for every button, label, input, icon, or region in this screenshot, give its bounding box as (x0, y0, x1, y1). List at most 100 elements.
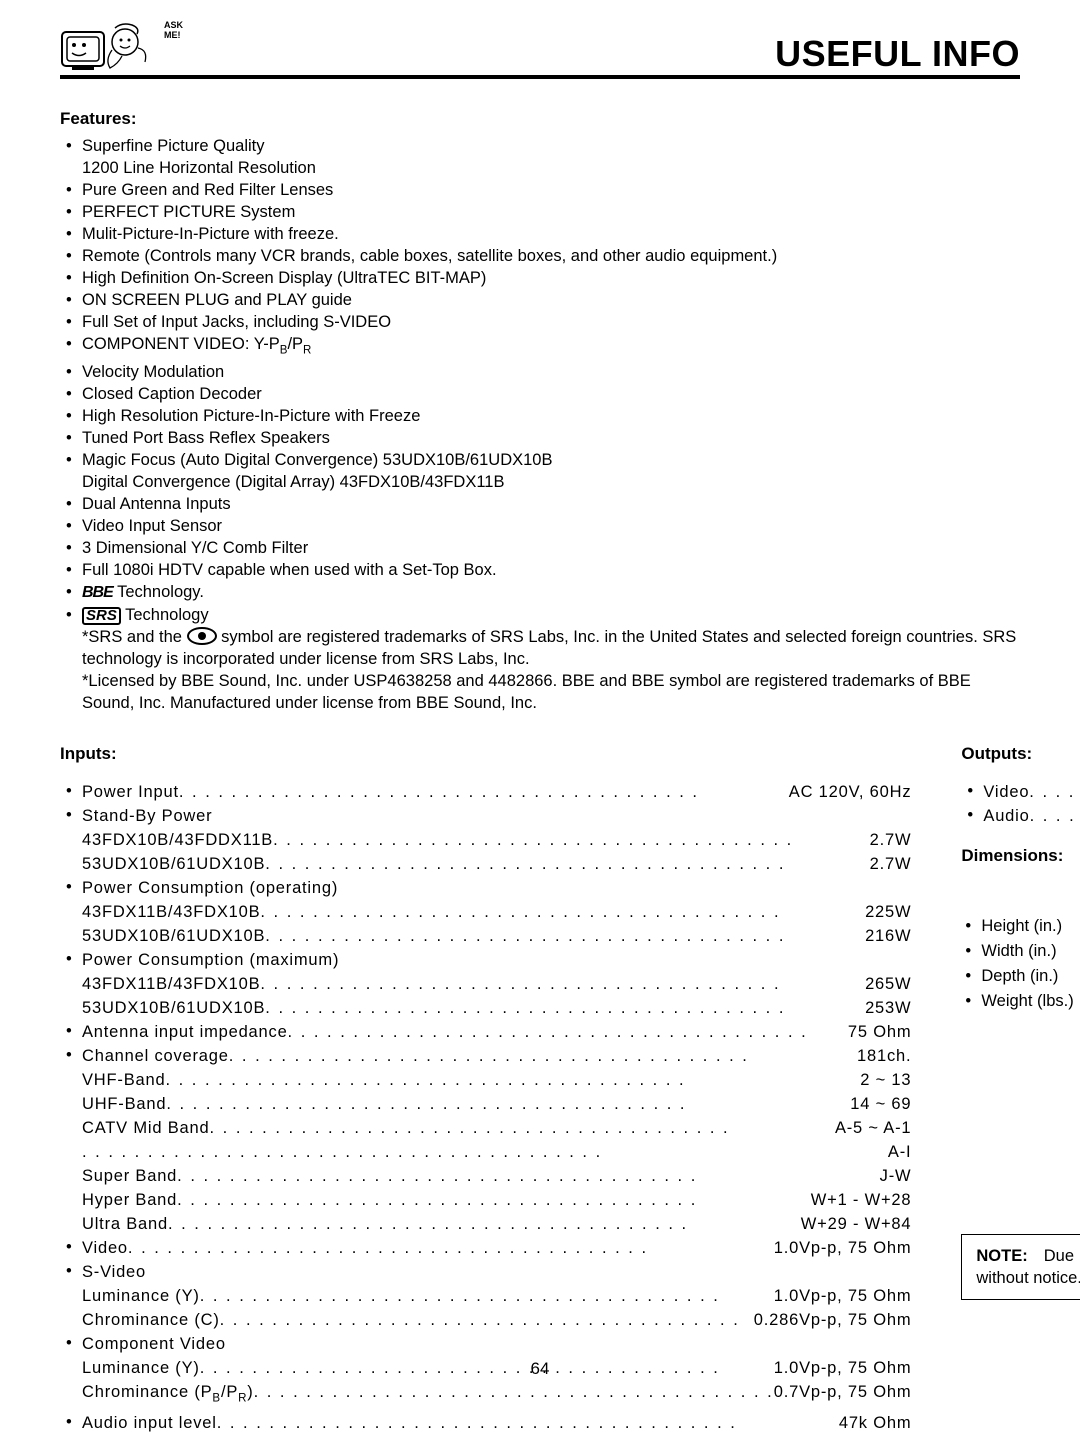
feature-item: COMPONENT VIDEO: Y-PB/PR (60, 333, 1020, 361)
input-subitem: 43FDX10B/43FDDX11B2.7W (60, 828, 911, 852)
input-subitem: 53UDX10B/61UDX10B 2.7W (60, 852, 911, 876)
input-subitem: 53UDX10B/61UDX10B253W (60, 996, 911, 1020)
feature-item: Video Input Sensor (60, 515, 1020, 537)
spec-label: Power Consumption (operating) (82, 876, 911, 900)
spec-value: J-W (880, 1164, 912, 1188)
spec-dots (265, 852, 869, 876)
spec-dots (217, 1411, 839, 1435)
spec-row: 53UDX10B/61UDX10B253W (82, 996, 911, 1020)
spec-value: 0.7Vp-p, 75 Ohm (774, 1380, 912, 1410)
bbe-logo-icon: BBE (82, 582, 113, 604)
spec-label: 53UDX10B/61UDX10B (82, 924, 265, 948)
logo-group: ASK ME! (60, 20, 183, 75)
spec-label: VHF-Band (82, 1068, 165, 1092)
spec-value: 1.0Vp-p, 75 Ohm (774, 1236, 912, 1260)
spec-dots (260, 972, 865, 996)
table-header (961, 872, 1080, 914)
spec-value: 75 Ohm (848, 1020, 912, 1044)
page-header: ASK ME! USEFUL INFO (60, 20, 1020, 79)
spec-label: 43FDX10B/43FDDX11B (82, 828, 273, 852)
feature-item: Dual Antenna Inputs (60, 493, 1020, 515)
feature-item: Superfine Picture Quality (60, 135, 1020, 157)
input-item: Channel coverage 181ch. (60, 1044, 911, 1068)
spec-row: Hyper BandW+1 - W+28 (82, 1188, 911, 1212)
feature-item: High Resolution Picture-In-Picture with … (60, 405, 1020, 427)
input-subitem: Ultra Band W+29 - W+84 (60, 1212, 911, 1236)
dim-label: Weight (lbs.) (961, 989, 1080, 1014)
spec-dots (128, 1236, 774, 1260)
spec-label: UHF-Band (82, 1092, 166, 1116)
spec-dots (273, 828, 870, 852)
spec-dots (265, 924, 865, 948)
spec-row: Audio470mVrms, 1k Ohm (983, 804, 1080, 828)
spec-dots (229, 1044, 857, 1068)
spec-row: Audio input level47k Ohm (82, 1411, 911, 1435)
spec-row: VHF-Band2 ~ 13 (82, 1068, 911, 1092)
srs-trademark-note: *SRS and the symbol are registered trade… (60, 626, 1020, 670)
input-item: Stand-By Power (60, 804, 911, 828)
spec-label: Ultra Band (82, 1212, 168, 1236)
spec-dots (288, 1020, 848, 1044)
page-number: 64 (0, 1359, 1080, 1379)
input-item: Antenna input impedance 75 Ohm (60, 1020, 911, 1044)
outputs-heading: Outputs: (961, 744, 1080, 764)
spec-label: Power Input (82, 780, 179, 804)
spec-label: Channel coverage (82, 1044, 229, 1068)
spec-value: 2.7W (870, 852, 912, 876)
input-subitem: 43FDX11B/43FDX10B265W (60, 972, 911, 996)
input-subitem: UHF-Band 14 ~ 69 (60, 1092, 911, 1116)
features-section: Features: Superfine Picture Quality1200 … (60, 109, 1020, 714)
spec-value: 216W (865, 924, 911, 948)
spec-row: A-I (82, 1140, 911, 1164)
spec-row: CATV Mid BandA-5 ~ A-1 (82, 1116, 911, 1140)
spec-label: Video (82, 1236, 128, 1260)
spec-dots (209, 1116, 834, 1140)
dimensions-heading: Dimensions: (961, 846, 1080, 866)
spec-label: Stand-By Power (82, 804, 911, 828)
feature-item: SRS Technology (60, 604, 1020, 626)
outputs-list: Video1.0Vp-p. 75 OhmAudio470mVrms, 1k Oh… (961, 780, 1080, 828)
spec-dots (265, 996, 865, 1020)
spec-dots (179, 780, 789, 804)
spec-label: Chrominance (C) (82, 1308, 220, 1332)
inputs-list: Power InputAC 120V, 60HzStand-By Power43… (60, 780, 911, 1434)
spec-label: Power Consumption (maximum) (82, 948, 911, 972)
features-list: Superfine Picture Quality1200 Line Horiz… (60, 135, 1020, 626)
spec-dots (1030, 804, 1080, 828)
spec-label: 53UDX10B/61UDX10B (82, 996, 265, 1020)
output-item: Audio470mVrms, 1k Ohm (961, 804, 1080, 828)
page-title: USEFUL INFO (775, 33, 1020, 75)
spec-label: Audio input level (82, 1411, 217, 1435)
inputs-heading: Inputs: (60, 744, 911, 764)
spec-label: Chrominance (PB/PR) (82, 1380, 254, 1410)
table-row: Weight (lbs.)148225283 (961, 989, 1080, 1014)
input-item: Power InputAC 120V, 60Hz (60, 780, 911, 804)
spec-value: 14 ~ 69 (850, 1092, 911, 1116)
spec-row: Super BandJ-W (82, 1164, 911, 1188)
spec-value: 1.0Vp-p, 75 Ohm (774, 1284, 912, 1308)
input-subitem: 53UDX10B/61UDX10B 216W (60, 924, 911, 948)
feature-item: High Definition On-Screen Display (Ultra… (60, 267, 1020, 289)
spec-dots (200, 1284, 774, 1308)
feature-item: Magic Focus (Auto Digital Convergence) 5… (60, 449, 1020, 471)
note-box: NOTE:Due to improvements, specifications… (961, 1234, 1080, 1300)
spec-row: 43FDX10B/43FDDX11B2.7W (82, 828, 911, 852)
feature-subtext: 1200 Line Horizontal Resolution (60, 157, 1020, 179)
dim-label: Depth (in.) (961, 964, 1080, 989)
spec-dots (82, 1140, 888, 1164)
input-subitem: VHF-Band2 ~ 13 (60, 1068, 911, 1092)
spec-row: Channel coverage 181ch. (82, 1044, 911, 1068)
spec-row: UHF-Band 14 ~ 69 (82, 1092, 911, 1116)
input-item: Video 1.0Vp-p, 75 Ohm (60, 1236, 911, 1260)
spec-label: Antenna input impedance (82, 1020, 288, 1044)
feature-item: Closed Caption Decoder (60, 383, 1020, 405)
spec-label: Video (983, 780, 1029, 804)
spec-value: W+29 - W+84 (801, 1212, 912, 1236)
feature-item: Remote (Controls many VCR brands, cable … (60, 245, 1020, 267)
spec-label: CATV Mid Band (82, 1116, 209, 1140)
spec-value: 181ch. (857, 1044, 911, 1068)
spec-label: 53UDX10B/61UDX10B (82, 852, 265, 876)
feature-item: Mulit-Picture-In-Picture with freeze. (60, 223, 1020, 245)
spec-dots (168, 1212, 801, 1236)
spec-label: Luminance (Y) (82, 1284, 200, 1308)
